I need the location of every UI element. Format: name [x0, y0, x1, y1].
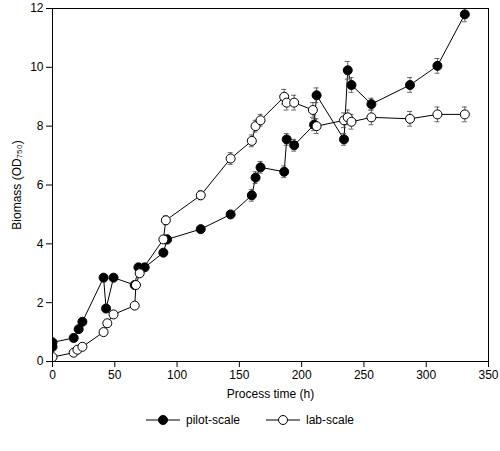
svg-text:12: 12: [30, 1, 44, 15]
svg-text:50: 50: [108, 368, 122, 382]
svg-text:0: 0: [49, 368, 56, 382]
svg-text:4: 4: [37, 237, 44, 251]
svg-text:100: 100: [167, 368, 187, 382]
svg-text:150: 150: [229, 368, 249, 382]
svg-text:6: 6: [37, 178, 44, 192]
html-text:lab-scale: lab-scale: [306, 413, 354, 427]
svg-text:350: 350: [478, 368, 498, 382]
svg-text:Biomass (OD₇₅₀): Biomass (OD₇₅₀): [10, 140, 24, 229]
svg-text:300: 300: [416, 368, 436, 382]
html-text:pilot-scale: pilot-scale: [186, 413, 240, 427]
svg-text:2: 2: [37, 296, 44, 310]
svg-text:Process time (h): Process time (h): [227, 387, 314, 401]
svg-text:0: 0: [37, 354, 44, 368]
svg-text:200: 200: [292, 368, 312, 382]
svg-text:10: 10: [30, 60, 44, 74]
svg-text:250: 250: [354, 368, 374, 382]
svg-text:8: 8: [37, 119, 44, 133]
